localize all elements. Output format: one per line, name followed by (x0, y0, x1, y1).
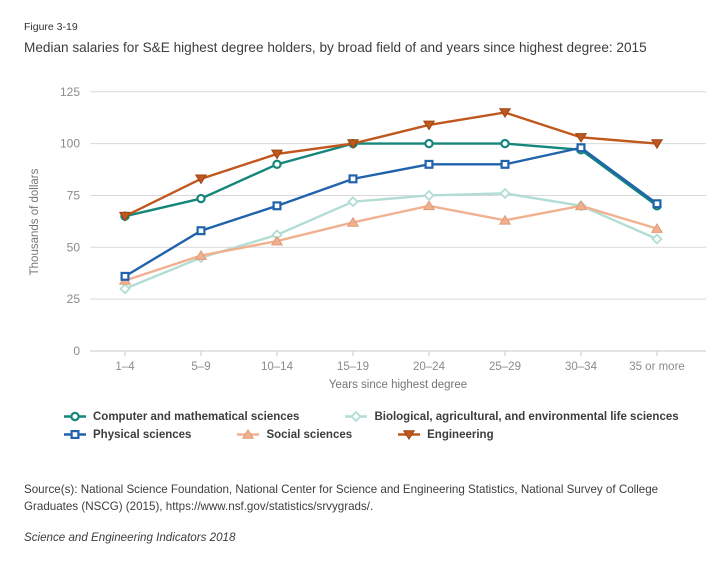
publication-title: Science and Engineering Indicators 2018 (24, 531, 236, 544)
diamond-marker (350, 411, 363, 422)
chart-area: 0 25 50 75 100 125 1–4 5–9 10–14 15–19 20–24 25–29 3… (0, 85, 724, 405)
legend-item-physical: Physical sciences (64, 429, 191, 441)
triangle-down-marker (270, 149, 284, 160)
triangle-up-marker (242, 429, 255, 439)
triangle-down-marker (194, 174, 208, 185)
legend-label: Social sciences (266, 428, 353, 441)
triangle-up-marker (574, 200, 588, 211)
triangle-up-marker (346, 216, 360, 227)
x-tick-label: 20–24 (413, 361, 446, 373)
triangle-down-marker (498, 108, 512, 119)
square-marker (120, 271, 130, 281)
x-tick-label: 30–34 (565, 361, 598, 373)
legend-row: Computer and mathematical sciences Biolog… (64, 408, 704, 425)
triangle-up-marker (270, 235, 284, 246)
diamond-marker (347, 195, 359, 208)
triangle-up-marker (194, 250, 208, 260)
diamond-marker (423, 189, 435, 202)
x-tick-label: 5–9 (191, 361, 210, 373)
series-line-engineering (124, 111, 658, 218)
triangle-down-marker (403, 430, 416, 440)
source-note: Source(s): National Science Foundation, … (24, 483, 659, 514)
legend-label: Physical sciences (93, 428, 192, 441)
y-tick-label: 50 (67, 240, 81, 254)
legend-item-bio-ag-env: Biological, agricultural, and environmen… (345, 410, 679, 423)
triangle-up-marker (422, 200, 436, 211)
x-axis-title: Years since highest degree (329, 379, 467, 391)
legend-circle-icon (64, 411, 86, 422)
triangle-down-marker (650, 139, 664, 150)
legend-item-computer-math: Computer and mathematical sciences (64, 411, 299, 423)
legend-item-social: Social sciences (237, 429, 352, 441)
legend-diamond-icon (345, 411, 368, 422)
legend-label: Biological, agricultural, and environmen… (374, 410, 679, 423)
triangle-up-marker (650, 223, 664, 233)
square-marker (348, 174, 358, 184)
triangle-down-marker (422, 120, 436, 131)
chart-legend: Computer and mathematical sciences Biolog… (64, 408, 704, 443)
y-tick-label: 25 (67, 292, 81, 306)
circle-marker (196, 193, 206, 204)
legend-triangle-up-icon (237, 429, 260, 439)
legend-row: Physical sciences Social sciences Engineer… (64, 426, 704, 443)
legend-square-icon (64, 429, 86, 440)
y-tick-label: 0 (73, 344, 80, 358)
series-line-computer-math (124, 142, 658, 218)
series-line-social (124, 204, 658, 282)
legend-item-engineering: Engineering (398, 428, 494, 441)
x-tick-label: 10–14 (261, 361, 294, 373)
x-tick-label: 15–19 (337, 361, 369, 373)
x-tick-label: 35 or more (629, 361, 685, 373)
diamond-marker (119, 283, 131, 295)
circle-marker (500, 138, 510, 149)
legend-triangle-down-icon (398, 430, 421, 440)
triangle-up-marker (498, 214, 512, 225)
square-marker (196, 226, 206, 236)
y-tick-label: 100 (60, 137, 80, 151)
x-tick-label: 25–29 (489, 361, 521, 373)
y-tick-label: 125 (60, 85, 80, 99)
square-marker (500, 159, 510, 169)
square-marker (652, 199, 662, 209)
triangle-down-marker (118, 211, 132, 222)
salary-line-chart: 0 25 50 75 100 125 1–4 5–9 10–14 15–19 20–24 25–29 3… (29, 85, 706, 391)
x-tick-label: 1–4 (115, 361, 135, 373)
y-tick-label: 75 (67, 188, 81, 202)
legend-label: Engineering (427, 428, 494, 441)
triangle-down-marker (574, 133, 588, 143)
diamond-marker (651, 233, 663, 245)
chart-title: Median salaries for S&E highest degree h… (24, 40, 647, 55)
square-marker (424, 159, 434, 169)
series-line-physical (124, 146, 658, 278)
circle-marker (424, 138, 434, 149)
diamond-marker (499, 187, 511, 200)
y-axis-title: Thousands of dollars (29, 168, 41, 275)
circle-marker (272, 159, 282, 170)
square-marker (70, 429, 80, 440)
legend-label: Computer and mathematical sciences (93, 410, 300, 423)
square-marker (272, 201, 282, 211)
circle-marker (70, 411, 80, 422)
triangle-down-marker (346, 139, 360, 150)
square-marker (576, 143, 586, 153)
figure-number: Figure 3-19 (24, 21, 78, 33)
